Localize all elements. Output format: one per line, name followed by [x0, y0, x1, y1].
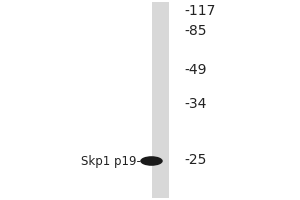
Text: -25: -25: [184, 153, 207, 167]
Ellipse shape: [140, 156, 163, 166]
Text: -34: -34: [184, 97, 207, 111]
Text: -49: -49: [184, 63, 207, 77]
Text: -117: -117: [184, 4, 216, 18]
Text: Skp1 p19-: Skp1 p19-: [81, 154, 141, 168]
Text: -85: -85: [184, 24, 207, 38]
Bar: [152, 2, 169, 198]
